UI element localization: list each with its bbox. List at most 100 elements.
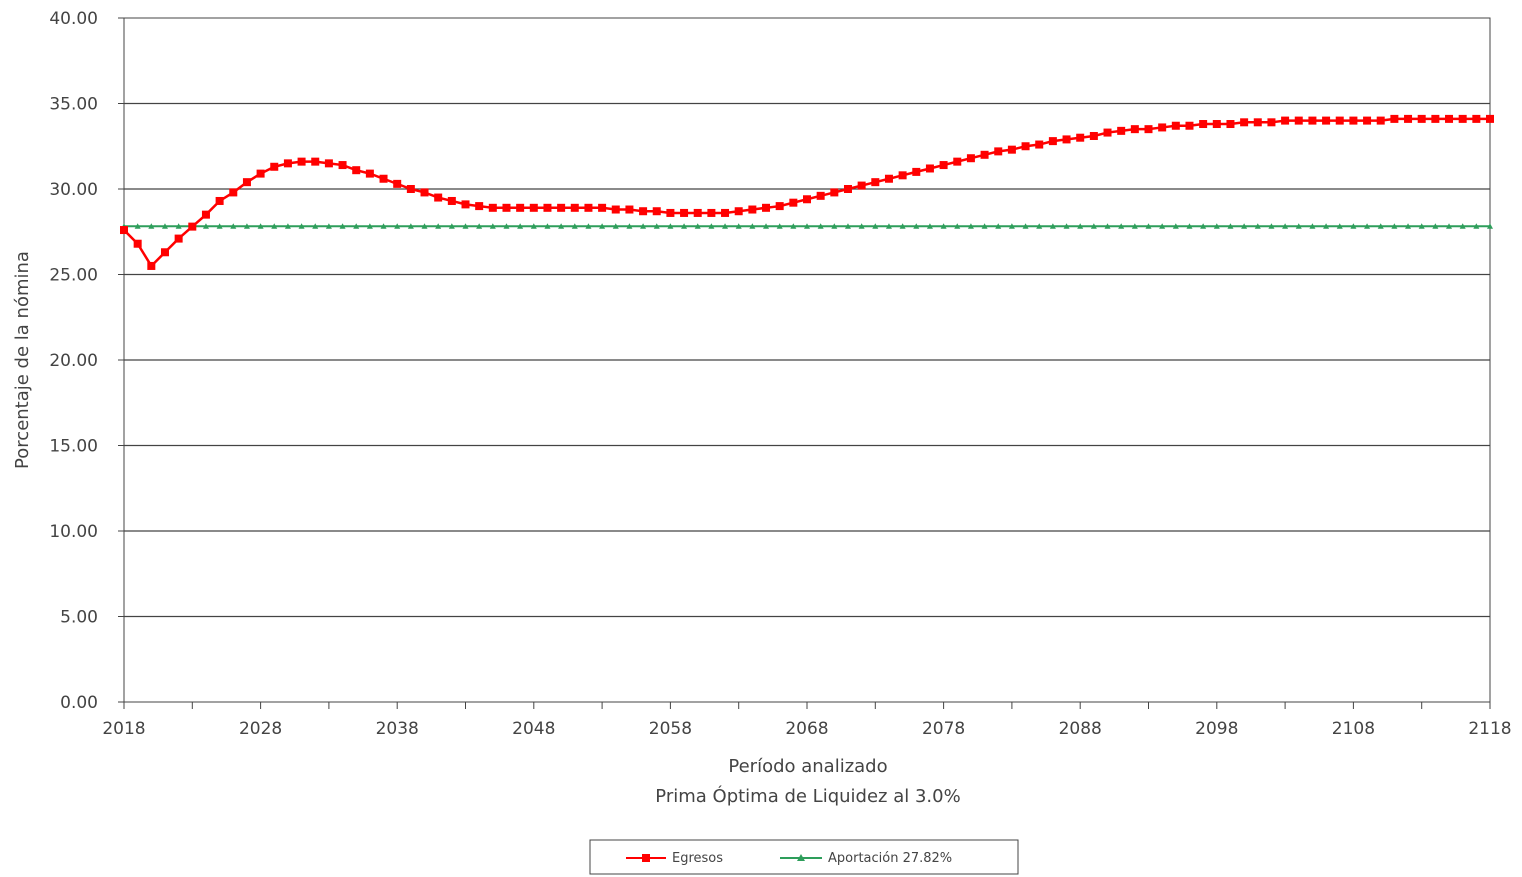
x-axis-title: Período analizado	[728, 756, 887, 777]
series-egresos-point	[966, 154, 975, 163]
series-aportacion-point	[421, 223, 428, 229]
series-aportacion-point	[653, 223, 660, 229]
series-egresos-line	[123, 117, 1490, 268]
series-aportacion-point	[1446, 223, 1453, 229]
x-tick-label: 2038	[376, 719, 419, 739]
series-aportacion-point	[1350, 223, 1357, 229]
x-tick-labels: 2018 2028 2038 2048 2058 2068 2078 2088 2098 2108…	[102, 719, 1511, 739]
series-egresos-point	[625, 205, 634, 214]
series-aportacion-point	[216, 223, 223, 229]
x-tick-label: 2028	[239, 719, 282, 739]
series-egresos-point	[529, 203, 538, 212]
series-aportacion-point	[1295, 223, 1302, 229]
series-egresos-point	[1212, 120, 1221, 129]
series-egresos-point	[242, 178, 251, 187]
series-aportacion-point	[298, 223, 305, 229]
grid	[124, 102, 1490, 618]
series-egresos-point	[379, 174, 388, 183]
series-aportacion-point	[353, 223, 360, 229]
series-egresos-point	[857, 181, 866, 190]
series-aportacion-point	[489, 223, 496, 229]
series-aportacion-point	[1405, 223, 1412, 229]
series-egresos-point	[365, 169, 374, 178]
series-aportacion-point	[585, 223, 592, 229]
series-aportacion-point	[790, 223, 797, 229]
series-aportacion-point	[763, 223, 770, 229]
series-egresos-point	[734, 207, 743, 216]
series-egresos-point	[174, 234, 183, 243]
series-egresos-point	[147, 261, 156, 270]
series-egresos-point	[1308, 116, 1317, 125]
series-aportacion-point	[735, 223, 742, 229]
series-aportacion-point	[667, 223, 674, 229]
series-aportacion-point	[175, 223, 182, 229]
series-egresos-point	[803, 195, 811, 204]
series-egresos-point	[393, 179, 402, 188]
series-aportacion-point	[1432, 223, 1439, 229]
series-egresos-point	[1363, 116, 1372, 125]
series-egresos-point	[352, 166, 361, 175]
series-egresos-point	[1294, 116, 1303, 125]
series-egresos-point	[871, 178, 880, 187]
series-egresos-point	[120, 226, 128, 235]
series-egresos-point	[543, 203, 552, 212]
series-egresos-point	[830, 188, 839, 197]
x-tick-label: 2078	[922, 719, 965, 739]
y-tick-label: 30.00	[49, 180, 98, 200]
series-egresos-point	[884, 174, 893, 183]
series-aportacion-point	[380, 223, 387, 229]
series-egresos-point	[1076, 133, 1085, 142]
series-aportacion-point	[1391, 223, 1398, 229]
series-egresos-point	[461, 200, 470, 209]
series-layer	[120, 114, 1494, 270]
series-aportacion-point	[271, 223, 278, 229]
series-egresos-point	[1267, 118, 1276, 127]
series-egresos-point	[1253, 118, 1262, 127]
series-egresos-point	[1021, 142, 1030, 151]
series-egresos-point	[994, 147, 1003, 156]
series-egresos-point	[598, 203, 607, 212]
series-aportacion-point	[626, 223, 633, 229]
series-egresos-point	[666, 208, 675, 217]
x-tick-label: 2088	[1059, 719, 1102, 739]
series-egresos-point	[488, 203, 497, 212]
series-aportacion-point	[1159, 223, 1166, 229]
series-egresos-point	[1431, 114, 1440, 123]
y-axis-title: Porcentaje de la nómina	[12, 251, 33, 469]
series-egresos-point	[1417, 114, 1426, 123]
series-egresos-point	[1185, 121, 1194, 130]
series-egresos-point	[611, 205, 620, 214]
legend-item-aportacion: Aportación 27.82%	[780, 851, 952, 866]
series-aportacion-point	[544, 223, 551, 229]
series-aportacion-point	[558, 223, 565, 229]
series-aportacion-point	[148, 223, 155, 229]
series-egresos-point	[283, 159, 292, 168]
series-aportacion-point	[681, 223, 688, 229]
y-tick-label: 40.00	[49, 9, 98, 29]
series-egresos-point	[1240, 118, 1249, 127]
series-egresos-point	[1349, 116, 1358, 125]
series-aportacion-point	[257, 223, 264, 229]
series-aportacion-point	[1063, 223, 1070, 229]
series-aportacion-point	[476, 223, 483, 229]
series-aportacion-point	[885, 223, 892, 229]
series-egresos-point	[516, 203, 525, 212]
series-aportacion-point	[749, 223, 756, 229]
series-egresos-point	[1472, 114, 1481, 123]
series-egresos-point	[925, 164, 934, 173]
x-tick-label: 2048	[512, 719, 555, 739]
series-aportacion-point	[1008, 223, 1015, 229]
series-egresos-point	[639, 207, 648, 216]
y-tick-label: 10.00	[49, 522, 98, 542]
x-tick-label: 2118	[1468, 719, 1511, 739]
series-aportacion-point	[831, 223, 838, 229]
series-egresos-point	[1376, 116, 1385, 125]
series-aportacion-point	[844, 223, 851, 229]
series-egresos-point	[502, 203, 511, 212]
series-aportacion-point	[1227, 223, 1234, 229]
y-tick-label: 20.00	[49, 351, 98, 371]
series-egresos-point	[229, 188, 238, 197]
y-tick-labels: 0.00 5.00 10.00 15.00 20.00 25.00 30.00 35.00 40…	[49, 9, 98, 713]
series-aportacion-point	[940, 223, 947, 229]
series-aportacion-point	[708, 223, 715, 229]
